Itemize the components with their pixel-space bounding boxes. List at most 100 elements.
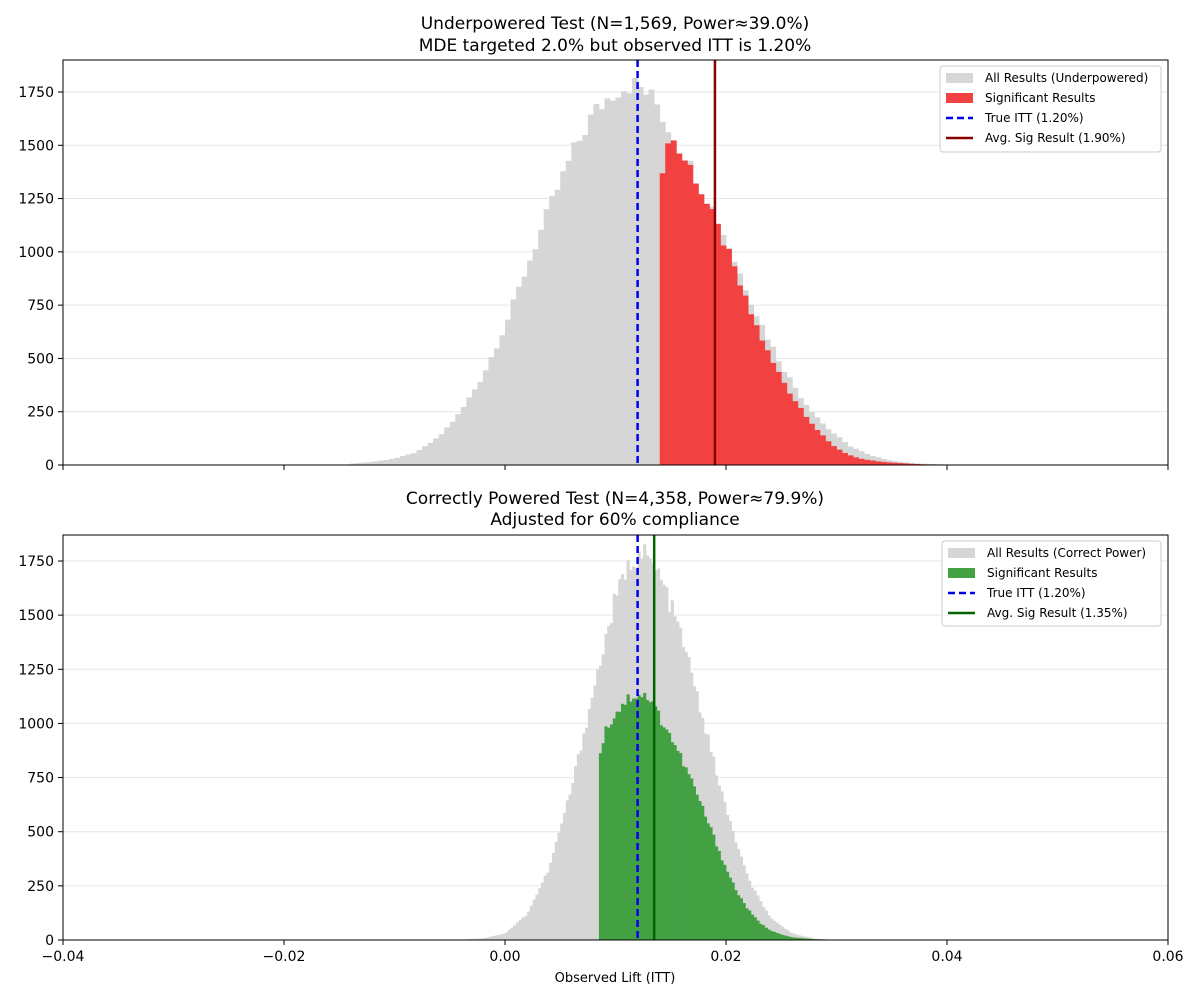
histogram-bar-significant xyxy=(908,463,915,465)
histogram-bar-all xyxy=(488,357,495,465)
y-tick-label: 1000 xyxy=(18,245,54,261)
histogram-bar-all xyxy=(598,109,605,465)
histogram-bar-all xyxy=(499,934,503,940)
histogram-bar-significant xyxy=(853,457,859,465)
histogram-bar-significant xyxy=(709,827,713,940)
legend-significant-swatch xyxy=(948,568,975,578)
histogram-bar-significant xyxy=(819,435,826,465)
histogram-bar-significant xyxy=(679,753,683,940)
legend-significant-swatch xyxy=(946,93,973,103)
histogram-bar-all xyxy=(532,899,536,940)
histogram-bar-all xyxy=(355,463,362,465)
histogram-bar-all xyxy=(422,446,429,465)
histogram-bar-significant xyxy=(739,898,743,940)
histogram-bar-all xyxy=(632,77,638,465)
histogram-bar-significant xyxy=(869,460,876,465)
histogram-bar-all xyxy=(480,938,484,940)
histogram-bar-significant xyxy=(703,203,710,466)
histogram-bar-all xyxy=(505,932,509,940)
histogram-bar-all xyxy=(516,286,522,465)
y-tick-label: 0 xyxy=(45,933,54,949)
histogram-bar-all xyxy=(366,462,373,465)
histogram-bar-all xyxy=(460,406,467,465)
x-tick-label: 0.06 xyxy=(1152,949,1183,965)
bottom-reference-lines xyxy=(636,535,656,940)
histogram-bar-all xyxy=(521,276,528,465)
x-tick-label: 0.02 xyxy=(710,949,741,965)
histogram-bar-all xyxy=(554,841,558,940)
bottom-x-axis-ticks: −0.04 −0.02 0.00 0.02 0.04 0.06 xyxy=(42,940,1184,965)
y-tick-label: 750 xyxy=(27,298,54,314)
y-tick-label: 750 xyxy=(27,771,54,787)
histogram-bar-all xyxy=(864,453,871,465)
histogram-bar-all xyxy=(513,925,517,940)
histogram-bar-all xyxy=(474,938,478,940)
histogram-bar-significant xyxy=(825,441,832,465)
histogram-bar-all xyxy=(493,348,500,465)
histogram-bar-significant xyxy=(792,937,796,940)
histogram-bar-significant xyxy=(673,745,677,940)
y-tick-label: 250 xyxy=(27,405,54,421)
histogram-bar-all xyxy=(482,938,487,940)
histogram-bar-all xyxy=(853,448,859,465)
legend-box xyxy=(939,65,1162,153)
histogram-bar-significant xyxy=(656,710,661,940)
bottom-plot-frame xyxy=(62,534,1169,941)
histogram-bar-all xyxy=(574,766,578,940)
histogram-bar-significant xyxy=(692,786,697,940)
histogram-bar-significant xyxy=(645,700,650,940)
histogram-bar-all xyxy=(767,915,771,940)
histogram-bar-significant xyxy=(598,753,603,940)
histogram-bar-all xyxy=(637,87,644,466)
histogram-bar-all xyxy=(759,901,763,940)
histogram-bar-significant xyxy=(764,350,771,465)
legend-all-results-swatch xyxy=(948,548,975,558)
histogram-bar-significant xyxy=(714,846,719,940)
histogram-bar-all xyxy=(510,927,514,940)
bottom-title-line1: Correctly Powered Test (N=4,358, Power≈7… xyxy=(406,489,824,509)
histogram-bar-significant xyxy=(676,153,683,465)
histogram-bar-all xyxy=(549,195,556,465)
histogram-bar-significant xyxy=(734,890,738,940)
histogram-bar-significant xyxy=(621,703,625,940)
histogram-bar-significant xyxy=(731,882,735,940)
histogram-bar-all xyxy=(350,463,357,465)
histogram-bar-significant xyxy=(692,183,699,465)
histogram-bar-all xyxy=(582,135,589,466)
histogram-bar-significant xyxy=(714,223,721,465)
histogram-bar-all xyxy=(427,442,434,465)
histogram-bar-significant xyxy=(681,766,685,940)
histogram-bar-significant xyxy=(737,285,743,465)
histogram-bar-significant xyxy=(667,732,672,940)
histogram-bar-all xyxy=(383,459,390,465)
histogram-bar-significant xyxy=(726,871,730,940)
histogram-bar-all xyxy=(585,727,589,940)
histogram-bar-significant xyxy=(648,702,652,940)
histogram-bar-significant xyxy=(670,140,677,466)
histogram-bar-significant xyxy=(886,462,893,465)
histogram-bar-all xyxy=(557,832,561,940)
histogram-bar-significant xyxy=(803,416,810,465)
histogram-bar-significant xyxy=(601,743,605,940)
histogram-bar-all xyxy=(742,865,746,940)
histogram-bar-all xyxy=(626,93,633,465)
legend-all-results-swatch xyxy=(946,73,973,83)
histogram-bar-significant xyxy=(615,711,619,940)
bottom-y-axis-ticks: 0 250 500 750 1000 1250 1500 1750 xyxy=(18,554,63,949)
histogram-bar-significant xyxy=(687,774,691,940)
histogram-bar-all xyxy=(449,421,456,465)
histogram-bar-all xyxy=(761,906,766,940)
histogram-bar-significant xyxy=(761,925,766,940)
histogram-bar-significant xyxy=(703,816,708,940)
histogram-bar-significant xyxy=(891,462,898,465)
legend-all-results-label: All Results (Correct Power) xyxy=(987,546,1146,560)
x-tick-label: 0.04 xyxy=(931,949,962,965)
y-tick-label: 500 xyxy=(27,825,54,841)
histogram-bar-significant xyxy=(784,935,788,940)
histogram-bar-significant xyxy=(670,742,674,940)
histogram-bar-all xyxy=(784,929,788,940)
histogram-bar-significant xyxy=(709,209,716,465)
histogram-bar-significant xyxy=(604,726,608,940)
histogram-bar-all xyxy=(753,890,757,940)
histogram-bar-significant xyxy=(875,461,882,465)
